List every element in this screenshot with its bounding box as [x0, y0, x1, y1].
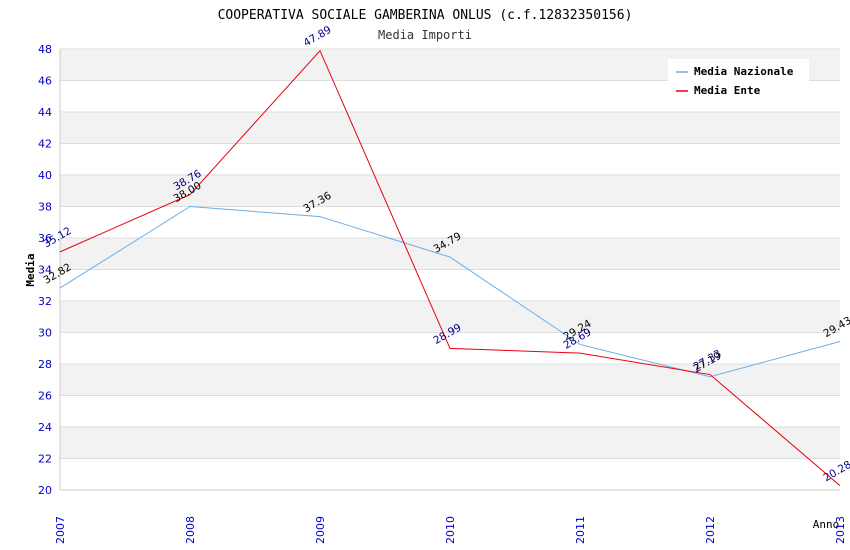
y-tick-label: 36 [38, 232, 52, 245]
y-tick-label: 42 [38, 138, 52, 151]
axes: 20 22 24 26 28 30 32 34 36 38 40 42 44 46 48 2007 2008 20… [38, 43, 847, 544]
x-tick-label: 2010 [444, 516, 457, 544]
y-tick-label: 38 [38, 201, 52, 214]
x-axis-label: Anno [813, 518, 840, 531]
background-band [60, 238, 840, 270]
x-tick-label: 2013 [834, 516, 847, 544]
y-tick-label: 44 [38, 106, 52, 119]
y-tick-label: 28 [38, 358, 52, 371]
y-tick-label: 48 [38, 43, 52, 56]
background-band [60, 427, 840, 459]
legend-box [668, 59, 809, 101]
background-band [60, 301, 840, 333]
background-bands [60, 49, 840, 459]
y-axis-label: Media [24, 253, 37, 286]
background-band [60, 175, 840, 207]
legend-label-media-ente: Media Ente [694, 84, 761, 97]
y-tick-label: 34 [38, 264, 52, 277]
x-tick-label: 2012 [704, 516, 717, 544]
x-tick-label: 2008 [184, 516, 197, 544]
y-tick-label: 46 [38, 75, 52, 88]
y-tick-label: 30 [38, 327, 52, 340]
x-tick-label: 2011 [574, 516, 587, 544]
chart-subtitle: Media Importi [378, 28, 472, 42]
y-tick-label: 32 [38, 295, 52, 308]
y-tick-label: 40 [38, 169, 52, 182]
y-tick-label: 26 [38, 390, 52, 403]
series-line-media-nazionale [59, 205, 841, 378]
chart-title: COOPERATIVA SOCIALE GAMBERINA ONLUS (c.f… [218, 8, 633, 23]
legend-label-media-nazionale: Media Nazionale [694, 65, 794, 78]
legend: Media Nazionale Media Ente [668, 59, 809, 101]
background-band [60, 364, 840, 396]
x-tick-label: 2009 [314, 516, 327, 544]
y-tick-label: 22 [38, 453, 52, 466]
data-label: 20.28 [822, 459, 850, 484]
background-band [60, 112, 840, 144]
series-lines [59, 49, 841, 486]
x-tick-label: 2007 [54, 516, 67, 544]
y-tick-label: 24 [38, 421, 52, 434]
data-label: 47.89 [302, 24, 334, 49]
y-tick-label: 20 [38, 484, 52, 497]
